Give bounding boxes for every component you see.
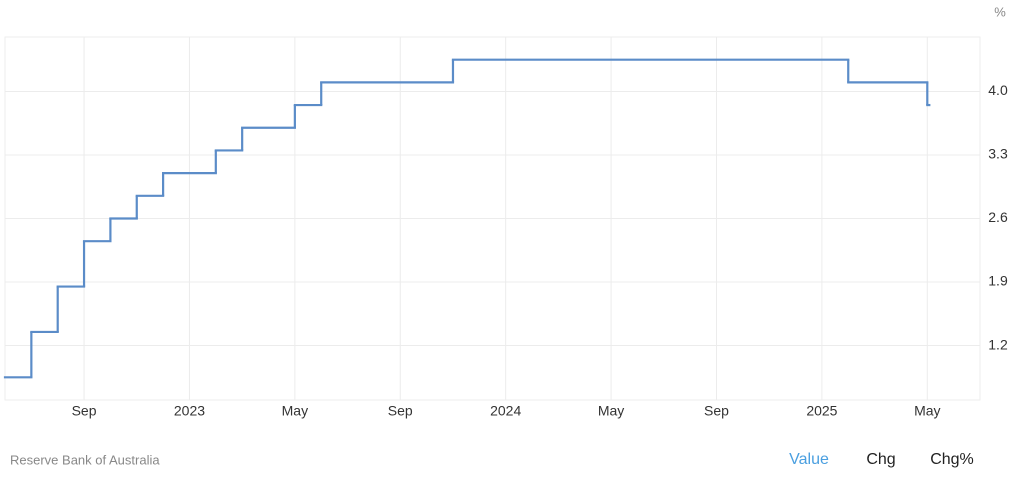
tab[interactable]: Chg% (930, 451, 974, 468)
source: Reserve Bank of Australia (10, 452, 160, 467)
x-tick-label: May (598, 403, 624, 419)
y-tick-label: 2.6 (988, 209, 1008, 225)
x-tick-label: Sep (72, 403, 97, 419)
x-tick-label: Sep (704, 403, 729, 419)
x-tick-label: 2025 (806, 403, 837, 419)
tab[interactable]: Value (789, 451, 829, 468)
x-tick-label: May (914, 403, 940, 419)
y-tick-label: 1.9 (988, 273, 1008, 289)
x-tick-label: 2023 (174, 403, 205, 419)
x-tick-label: Sep (388, 403, 413, 419)
tab[interactable]: Chg (866, 451, 895, 468)
y-tick-label: 1.2 (988, 336, 1008, 352)
x-tick-label: 2024 (490, 403, 521, 419)
y-tick-label: 4.0 (988, 82, 1008, 98)
unit-label: % (994, 4, 1006, 19)
y-tick-label: 3.3 (988, 146, 1008, 162)
x-tick-label: May (282, 403, 308, 419)
